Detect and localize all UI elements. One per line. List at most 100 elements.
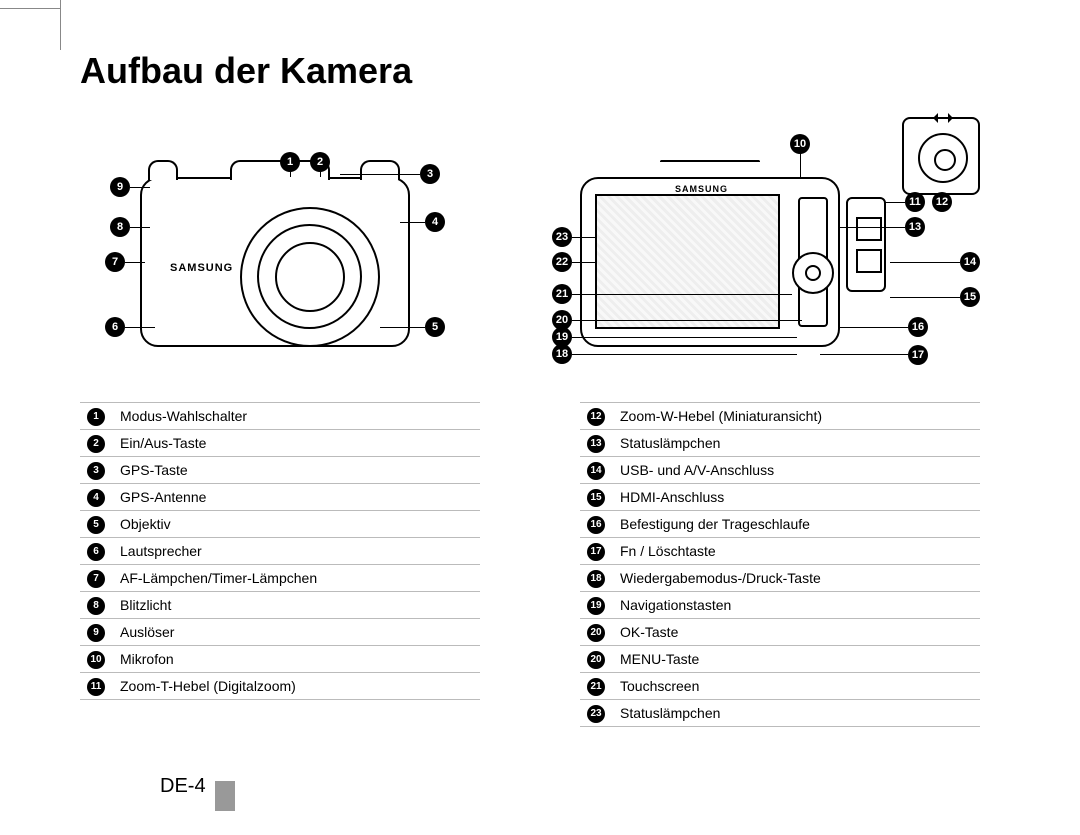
leader bbox=[400, 222, 425, 223]
leader bbox=[130, 227, 150, 228]
table-row: 5 Objektiv bbox=[80, 511, 480, 538]
number-badge: 9 bbox=[87, 624, 105, 642]
leader bbox=[125, 327, 155, 328]
callout-badge: 15 bbox=[960, 287, 980, 307]
part-number-cell: 15 bbox=[580, 484, 612, 511]
part-label: Blitzlicht bbox=[112, 592, 480, 619]
part-label: Befestigung der Trageschlaufe bbox=[612, 511, 980, 538]
part-label: Navigationstasten bbox=[612, 592, 980, 619]
part-label: Mikrofon bbox=[112, 646, 480, 673]
table-row: 12 Zoom-W-Hebel (Miniaturansicht) bbox=[580, 403, 980, 430]
table-row: 4 GPS-Antenne bbox=[80, 484, 480, 511]
leader bbox=[340, 174, 420, 175]
leader bbox=[820, 354, 908, 355]
part-number-cell: 23 bbox=[580, 700, 612, 727]
callout-badge: 20 bbox=[552, 310, 572, 330]
leader bbox=[572, 354, 797, 355]
number-badge: 20 bbox=[587, 624, 605, 642]
figure-front: SAMSUNG 123456789 bbox=[80, 122, 460, 372]
table-row: 23Statuslämpchen bbox=[580, 700, 980, 727]
number-badge: 12 bbox=[587, 408, 605, 426]
part-label: Objektiv bbox=[112, 511, 480, 538]
part-label: MENU-Taste bbox=[612, 646, 980, 673]
part-number-cell: 21 bbox=[580, 673, 612, 700]
page-title: Aufbau der Kamera bbox=[80, 50, 1020, 92]
leader bbox=[572, 337, 797, 338]
number-badge: 23 bbox=[587, 705, 605, 723]
number-badge: 6 bbox=[87, 543, 105, 561]
leader bbox=[380, 327, 425, 328]
leader bbox=[572, 262, 597, 263]
callout-badge: 14 bbox=[960, 252, 980, 272]
callout-badge: 1 bbox=[280, 152, 300, 172]
gps-hump bbox=[360, 160, 400, 180]
number-badge: 11 bbox=[87, 678, 105, 696]
table-row: 9 Auslöser bbox=[80, 619, 480, 646]
part-number-cell: 12 bbox=[580, 403, 612, 430]
table-row: 6 Lautsprecher bbox=[80, 538, 480, 565]
part-label: Lautsprecher bbox=[112, 538, 480, 565]
part-number-cell: 9 bbox=[80, 619, 112, 646]
leader bbox=[572, 320, 802, 321]
callout-badge: 16 bbox=[908, 317, 928, 337]
table-row: 14USB- und A/V-Anschluss bbox=[580, 457, 980, 484]
shutter-hump bbox=[148, 160, 178, 180]
part-number-cell: 16 bbox=[580, 511, 612, 538]
part-number-cell: 4 bbox=[80, 484, 112, 511]
callout-badge: 2 bbox=[310, 152, 330, 172]
part-number-cell: 1 bbox=[80, 403, 112, 430]
leader bbox=[125, 262, 145, 263]
part-number-cell: 17 bbox=[580, 538, 612, 565]
parts-tables: 1Modus-Wahlschalter2Ein/Aus-Taste3GPS-Ta… bbox=[80, 402, 1020, 727]
part-number-cell: 7 bbox=[80, 565, 112, 592]
number-badge: 3 bbox=[87, 462, 105, 480]
brand-back: SAMSUNG bbox=[675, 184, 728, 194]
number-badge: 21 bbox=[587, 678, 605, 696]
zoom-wheel-icon bbox=[918, 133, 968, 183]
part-number-cell: 8 bbox=[80, 592, 112, 619]
table-row: 11Zoom-T-Hebel (Digitalzoom) bbox=[80, 673, 480, 700]
part-label: GPS-Antenne bbox=[112, 484, 480, 511]
part-label: Zoom-W-Hebel (Miniaturansicht) bbox=[612, 403, 980, 430]
part-label: Touchscreen bbox=[612, 673, 980, 700]
leader bbox=[840, 227, 905, 228]
leader bbox=[572, 237, 597, 238]
crop-mark bbox=[60, 0, 61, 50]
table-left: 1Modus-Wahlschalter2Ein/Aus-Taste3GPS-Ta… bbox=[80, 402, 480, 727]
table-row: 16Befestigung der Trageschlaufe bbox=[580, 511, 980, 538]
part-label: USB- und A/V-Anschluss bbox=[612, 457, 980, 484]
part-label: Fn / Löschtaste bbox=[612, 538, 980, 565]
number-badge: 10 bbox=[87, 651, 105, 669]
part-number-cell: 10 bbox=[80, 646, 112, 673]
part-label: OK-Taste bbox=[612, 619, 980, 646]
part-label: Ein/Aus-Taste bbox=[112, 430, 480, 457]
table-row: 20MENU-Taste bbox=[580, 646, 980, 673]
callout-badge: 10 bbox=[790, 134, 810, 154]
callout-badge: 11 bbox=[905, 192, 925, 212]
callout-badge: 13 bbox=[905, 217, 925, 237]
part-number-cell: 13 bbox=[580, 430, 612, 457]
zoom-arrows-icon bbox=[928, 113, 958, 123]
table-row: 20 OK-Taste bbox=[580, 619, 980, 646]
callout-badge: 9 bbox=[110, 177, 130, 197]
number-badge: 19 bbox=[587, 597, 605, 615]
table-row: 15HDMI-Anschluss bbox=[580, 484, 980, 511]
part-number-cell: 2 bbox=[80, 430, 112, 457]
part-number-cell: 6 bbox=[80, 538, 112, 565]
leader bbox=[130, 187, 150, 188]
number-badge: 5 bbox=[87, 516, 105, 534]
callout-badge: 7 bbox=[105, 252, 125, 272]
part-number-cell: 20 bbox=[580, 646, 612, 673]
callout-badge: 22 bbox=[552, 252, 572, 272]
number-badge: 7 bbox=[87, 570, 105, 588]
table-row: 17Fn / Löschtaste bbox=[580, 538, 980, 565]
callout-badge: 18 bbox=[552, 344, 572, 364]
callout-badge: 8 bbox=[110, 217, 130, 237]
part-label: Auslöser bbox=[112, 619, 480, 646]
number-badge: 4 bbox=[87, 489, 105, 507]
callout-badge: 4 bbox=[425, 212, 445, 232]
part-number-cell: 20 bbox=[580, 619, 612, 646]
table-row: 13Statuslämpchen bbox=[580, 430, 980, 457]
number-badge: 8 bbox=[87, 597, 105, 615]
leader bbox=[885, 202, 905, 203]
